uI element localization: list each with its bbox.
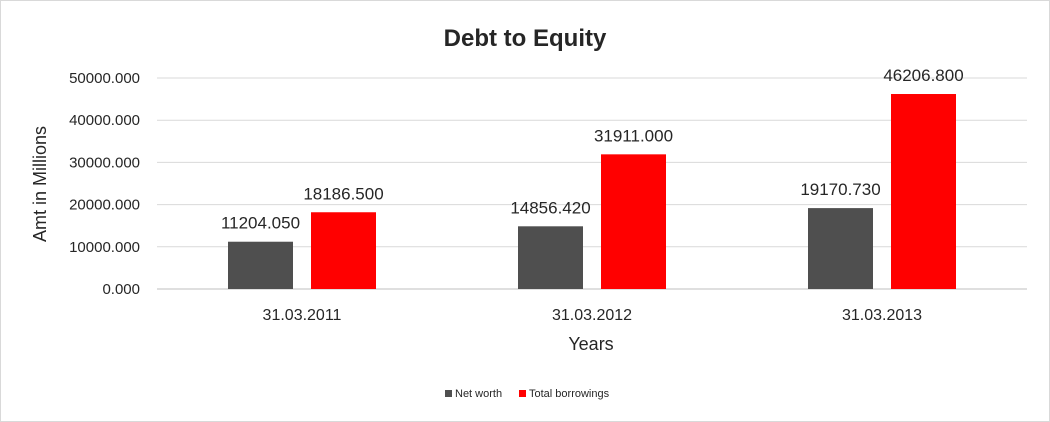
data-label: 31911.000 <box>594 126 673 145</box>
bar <box>891 94 956 290</box>
x-tick-label: 31.03.2012 <box>552 307 632 324</box>
y-tick-label: 40000.000 <box>69 112 140 129</box>
y-axis-title: Amt in Millions <box>30 126 50 242</box>
y-tick-label: 0.000 <box>102 281 140 298</box>
bar <box>311 212 376 289</box>
bars <box>228 94 956 290</box>
x-tick-label: 31.03.2011 <box>263 307 342 324</box>
y-axis-ticks: 0.000 10000.000 20000.000 30000.000 40000.00… <box>69 70 140 298</box>
bar <box>228 241 293 289</box>
y-tick-label: 10000.000 <box>69 239 140 256</box>
x-axis-title: Years <box>568 334 613 354</box>
legend: Net worth Total borrowings <box>445 388 610 400</box>
legend-swatch <box>519 390 526 397</box>
data-label: 11204.050 <box>221 214 300 233</box>
data-label: 46206.800 <box>883 66 963 85</box>
legend-label: Net worth <box>455 388 502 400</box>
bar <box>808 208 873 289</box>
y-tick-label: 50000.000 <box>69 70 140 87</box>
data-label: 18186.500 <box>303 184 383 203</box>
y-tick-label: 20000.000 <box>69 197 140 214</box>
data-label: 14856.420 <box>510 198 590 217</box>
legend-swatch <box>445 390 452 397</box>
gridlines <box>157 77 1027 290</box>
chart-title: Debt to Equity <box>444 25 607 52</box>
bar <box>601 154 666 289</box>
y-tick-label: 30000.000 <box>69 154 140 171</box>
data-label: 19170.730 <box>800 180 880 199</box>
bar <box>518 226 583 289</box>
x-axis-categories: 31.03.2011 31.03.2012 31.03.2013 <box>263 307 923 324</box>
legend-label: Total borrowings <box>529 388 610 400</box>
x-tick-label: 31.03.2013 <box>842 307 922 324</box>
